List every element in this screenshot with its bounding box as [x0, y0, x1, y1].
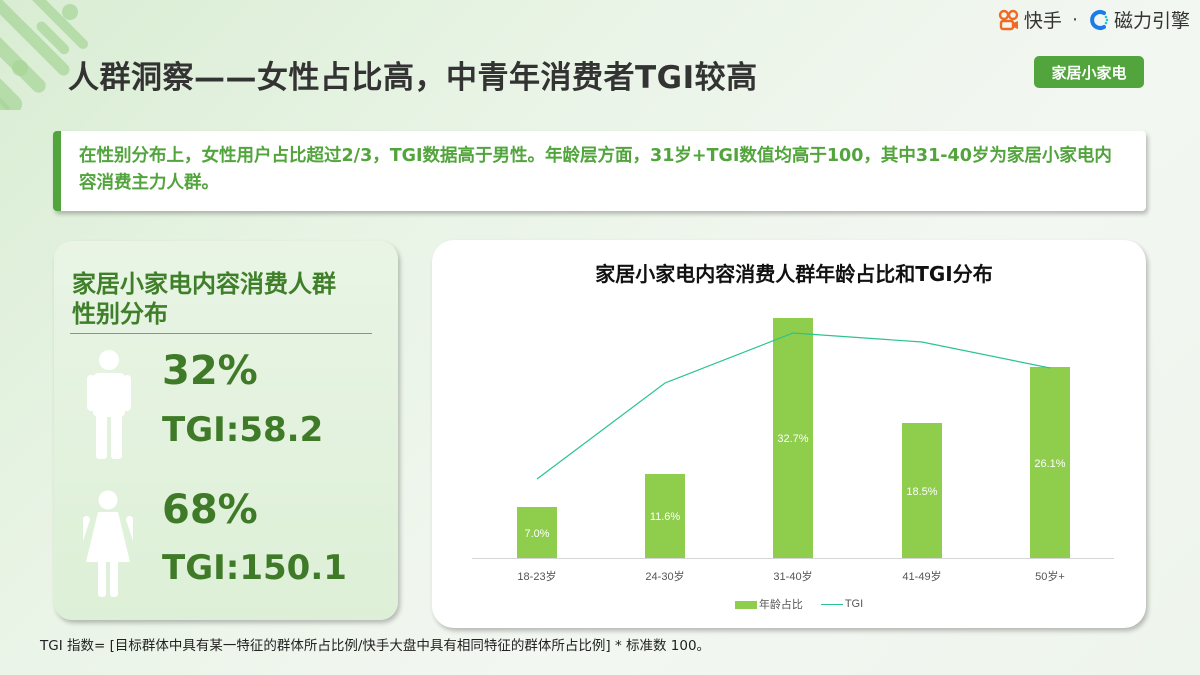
brand-logos: 快手 · 磁力引擎	[998, 6, 1190, 33]
male-tgi: TGI:58.2	[162, 410, 324, 450]
bar-label-24-30: 11.6%	[650, 511, 681, 523]
bar-18-23	[517, 507, 557, 558]
gender-card-title: 家居小家电内容消费人群 性别分布	[72, 269, 336, 329]
age-chart-title: 家居小家电内容消费人群年龄占比和TGI分布	[595, 262, 993, 286]
gender-card-divider	[70, 333, 372, 334]
female-tgi: TGI:150.1	[162, 548, 347, 588]
bar-label-31-40: 32.7%	[777, 433, 808, 445]
bar-label-18-23: 7.0%	[524, 528, 549, 540]
bar-value-labels: 7.0% 11.6% 32.7% 18.5% 26.1%	[524, 433, 1065, 540]
cili-brand-text: 磁力引擎	[1113, 10, 1190, 32]
bar-50plus	[1030, 367, 1070, 558]
x-label-24-30: 24-30岁	[645, 569, 684, 583]
category-badge: 家居小家电	[1034, 56, 1144, 88]
female-percent: 68%	[162, 487, 258, 533]
age-tgi-combo-chart: 7.0% 11.6% 32.7% 18.5% 26.1% 18-23岁 24-3…	[472, 318, 1114, 583]
x-label-50plus: 50岁+	[1035, 569, 1065, 583]
age-tgi-chart-card: 家居小家电内容消费人群年龄占比和TGI分布 7.0% 11.6% 32.7% 1…	[432, 240, 1146, 628]
decorative-stripes	[0, 0, 110, 110]
male-person-icon	[87, 350, 131, 459]
tgi-definition-footnote: TGI 指数= [目标群体中具有某一特征的群体所占比例/快手大盘中具有相同特征的…	[40, 638, 711, 654]
tgi-line	[536, 332, 1051, 480]
male-percent: 32%	[162, 348, 258, 394]
summary-callout: 在性别分布上，女性用户占比超过2/3，TGI数据高于男性。年龄层方面，31岁+T…	[53, 131, 1146, 211]
bar-label-41-49: 18.5%	[906, 486, 937, 498]
legend-item-age-share[interactable]: 年龄占比	[734, 596, 803, 612]
gender-distribution-card: 家居小家电内容消费人群 性别分布 32% TGI:58.2 68% TGI:15…	[54, 241, 398, 620]
bar-24-30	[645, 474, 685, 558]
cili-engine-logo-icon	[1090, 9, 1109, 30]
bar-label-50plus: 26.1%	[1034, 458, 1065, 470]
line-legend-swatch-icon	[820, 603, 843, 605]
x-label-18-23: 18-23岁	[517, 569, 556, 583]
female-person-icon	[83, 490, 133, 597]
legend-item-tgi[interactable]: TGI	[811, 598, 863, 610]
page-title: 人群洞察——女性占比高，中青年消费者TGI较高	[68, 60, 758, 96]
x-label-41-49: 41-49岁	[902, 569, 941, 583]
x-axis-labels: 18-23岁 24-30岁 31-40岁 41-49岁 50岁+	[517, 569, 1064, 583]
bar-31-40	[773, 318, 813, 558]
bar-41-49	[902, 423, 942, 558]
brand-separator: ·	[1071, 8, 1078, 31]
gender-card-title-line2: 性别分布	[72, 300, 168, 328]
gender-card-title-line1: 家居小家电内容消费人群	[72, 270, 336, 298]
chart-legend: 年龄占比 TGI	[432, 596, 1146, 612]
kuaishou-logo-icon	[998, 9, 1019, 30]
kuaishou-brand-text: 快手	[1023, 10, 1062, 32]
bar-legend-swatch-icon	[734, 601, 757, 610]
age-bars	[517, 318, 1070, 558]
x-label-31-40: 31-40岁	[773, 569, 812, 583]
